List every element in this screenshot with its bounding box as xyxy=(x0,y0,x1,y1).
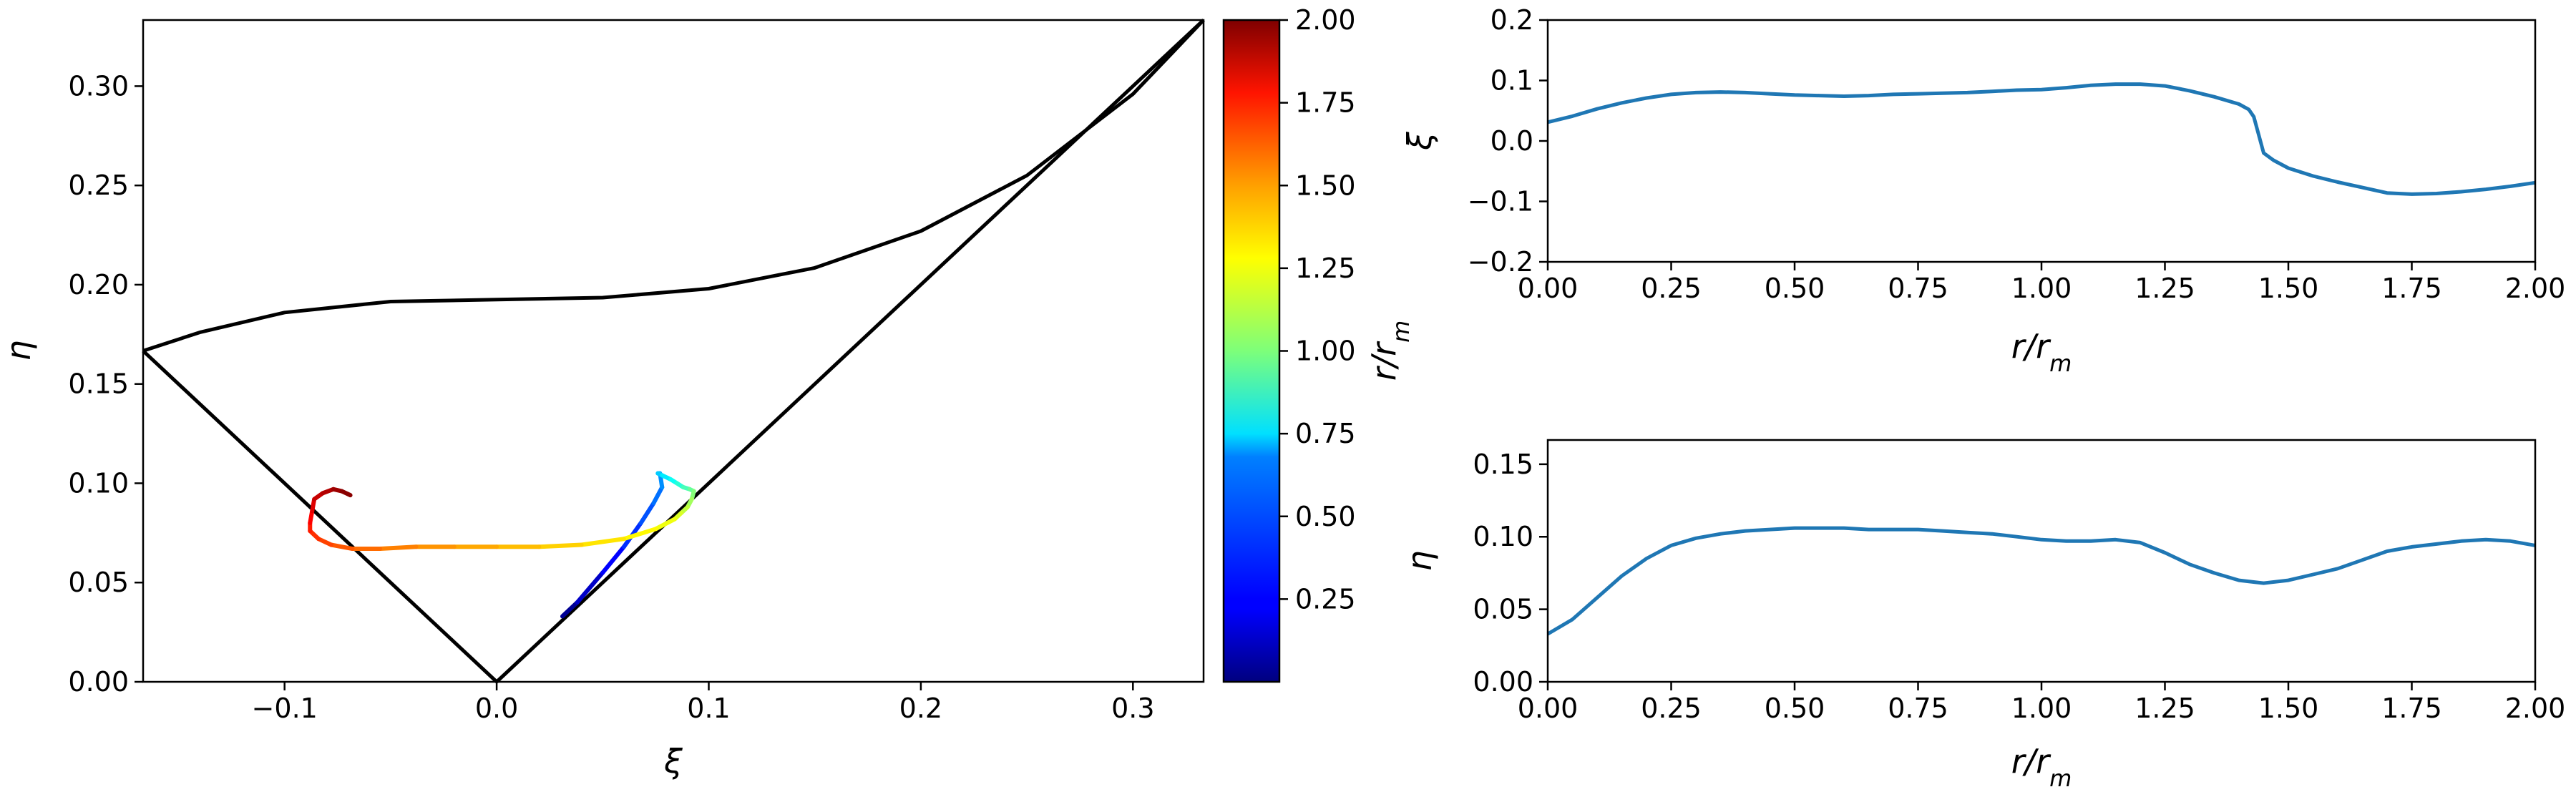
eta-vs-r-xtick-label: 0.50 xyxy=(1765,693,1825,724)
colorbar-tick-label: 1.25 xyxy=(1295,253,1356,284)
eta-vs-r-ylabel: η xyxy=(1400,550,1439,571)
trajectory-segment xyxy=(653,517,678,532)
phase-space-ticks: −0.1 0.0 0.1 0.2 0.3 0.00 0.05 0.10 0.15 0.20 0.25… xyxy=(68,70,1154,724)
xi-vs-r-ytick-label: 0.0 xyxy=(1491,125,1533,157)
phase-space-ytick-label: 0.15 xyxy=(68,368,129,400)
trajectory-segment xyxy=(560,600,580,619)
xi-vs-r-xlabel: r/rm xyxy=(2011,327,2072,377)
colorbar: 0.25 0.50 0.75 1.00 1.25 1.50 1.75 2.00 r/rm xyxy=(1222,4,1415,683)
eta-vs-r-plot: 0.00 0.25 0.50 0.75 1.00 1.25 1.50 1.75 2.00 0.00… xyxy=(1400,439,2565,792)
xi-vs-r-series-line xyxy=(1547,82,2536,196)
xi-vs-r-ylabel: ξ xyxy=(1400,132,1439,151)
colorbar-tick-label: 0.50 xyxy=(1295,501,1356,532)
eta-vs-r-xtick-label: 1.50 xyxy=(2258,693,2319,724)
colorbar-tick-label: 2.00 xyxy=(1295,4,1356,36)
eta-vs-r-lines xyxy=(1546,526,2536,636)
xi-vs-r-ytick-label: −0.1 xyxy=(1468,186,1533,217)
phase-space-xtick-label: 0.1 xyxy=(687,693,730,724)
xi-vs-r-plot: 0.00 0.25 0.50 0.75 1.00 1.25 1.50 1.75 2.00 −0.2… xyxy=(1400,4,2565,377)
eta-vs-r-ytick-label: 0.10 xyxy=(1473,521,1533,552)
xi-vs-r-frame xyxy=(1546,19,2537,263)
trajectory-segment xyxy=(316,537,333,547)
xi-vs-r-ytick-label: −0.2 xyxy=(1468,246,1533,278)
xi-vs-r-xtick-label: 0.00 xyxy=(1518,273,1579,304)
eta-vs-r-xtick-label: 1.25 xyxy=(2135,693,2195,724)
colorbar-tick-label: 1.75 xyxy=(1295,87,1356,119)
trajectory-segment xyxy=(621,527,658,542)
xi-vs-r-xtick-label: 0.50 xyxy=(1765,273,1825,304)
xi-vs-r-xtick-label: 0.75 xyxy=(1888,273,1948,304)
phase-space-ytick-label: 0.00 xyxy=(68,666,129,698)
colorbar-tick-label: 0.25 xyxy=(1295,583,1356,615)
xi-vs-r-xtick-label: 1.75 xyxy=(2381,273,2442,304)
xi-vs-r-xtick-label: 0.25 xyxy=(1641,273,1702,304)
xi-vs-r-xtick-label: 1.50 xyxy=(2258,273,2319,304)
trajectory-segment xyxy=(339,489,353,498)
phase-space-ytick-label: 0.30 xyxy=(68,70,129,102)
eta-vs-r-ticks: 0.00 0.25 0.50 0.75 1.00 1.25 1.50 1.75 2.00 0.00… xyxy=(1473,449,2565,724)
xi-vs-r-ticks: 0.00 0.25 0.50 0.75 1.00 1.25 1.50 1.75 2.00 −0.2… xyxy=(1468,4,2566,304)
eta-vs-r-series-line xyxy=(1546,526,2536,636)
phase-space-xtick-label: 0.3 xyxy=(1111,693,1154,724)
phase-space-frame xyxy=(142,19,1205,683)
phase-space-ylabel: η xyxy=(0,340,38,361)
xi-vs-r-ytick-label: 0.2 xyxy=(1491,4,1533,36)
phase-space-plot: −0.1 0.0 0.1 0.2 0.3 0.00 0.05 0.10 0.15 0.20 0.25… xyxy=(0,19,1205,781)
eta-vs-r-xtick-label: 0.25 xyxy=(1641,693,1702,724)
trajectory-segment xyxy=(651,485,665,506)
eta-vs-r-xlabel: r/rm xyxy=(2011,742,2072,792)
xi-vs-r-ytick-label: 0.1 xyxy=(1491,65,1533,97)
phase-space-xlabel: ξ xyxy=(663,742,683,781)
eta-vs-r-xtick-label: 0.00 xyxy=(1518,693,1579,724)
xi-vs-r-xtick-label: 2.00 xyxy=(2505,273,2566,304)
colorbar-ticks: 0.25 0.50 0.75 1.00 1.25 1.50 1.75 2.00 xyxy=(1279,4,1356,615)
phase-space-xtick-label: −0.1 xyxy=(252,693,318,724)
eta-vs-r-ytick-label: 0.00 xyxy=(1473,666,1533,698)
colorbar-tick-label: 0.75 xyxy=(1295,418,1356,449)
colorbar-tick-label: 1.50 xyxy=(1295,170,1356,201)
colorbar-tick-label: 1.00 xyxy=(1295,336,1356,367)
xi-vs-r-xtick-label: 1.00 xyxy=(2011,273,2072,304)
phase-space-xtick-label: 0.0 xyxy=(475,693,518,724)
boundary-line-2 xyxy=(142,19,1205,353)
phase-space-lines xyxy=(142,19,1205,683)
eta-vs-r-frame xyxy=(1546,439,2537,683)
trajectory-segment xyxy=(328,542,355,552)
boundary-line-0 xyxy=(142,349,498,683)
eta-vs-r-xtick-label: 1.75 xyxy=(2381,693,2442,724)
trajectory-segment xyxy=(600,544,626,575)
eta-vs-r-xtick-label: 0.75 xyxy=(1888,693,1948,724)
phase-space-ytick-label: 0.25 xyxy=(68,170,129,201)
colorbar-gradient xyxy=(1222,19,1281,683)
trajectory-segment xyxy=(537,542,584,549)
xi-vs-r-lines xyxy=(1547,82,2536,196)
trajectory-segment xyxy=(575,570,605,605)
eta-vs-r-xtick-label: 1.00 xyxy=(2011,693,2072,724)
phase-space-xtick-label: 0.2 xyxy=(899,693,942,724)
eta-vs-r-xtick-label: 2.00 xyxy=(2505,693,2566,724)
eta-vs-r-ytick-label: 0.15 xyxy=(1473,449,1533,480)
phase-space-ytick-label: 0.20 xyxy=(68,269,129,300)
trajectory-segment xyxy=(579,537,626,547)
eta-vs-r-ytick-label: 0.05 xyxy=(1473,594,1533,625)
xi-vs-r-xtick-label: 1.25 xyxy=(2135,273,2195,304)
colorbar-label: r/rm xyxy=(1365,321,1415,381)
phase-space-ytick-label: 0.05 xyxy=(68,567,129,598)
trajectory-segment xyxy=(378,544,419,552)
trajectory-segment xyxy=(638,501,656,525)
phase-space-ytick-label: 0.10 xyxy=(68,467,129,499)
